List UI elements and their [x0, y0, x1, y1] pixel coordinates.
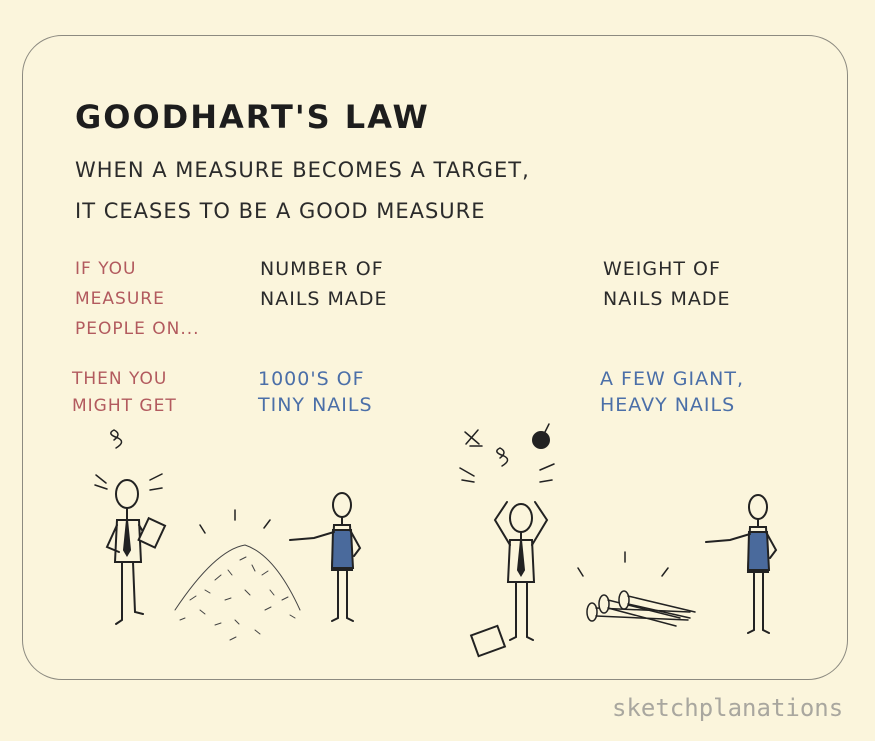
watermark: sketchplanations: [612, 694, 844, 722]
subtitle-line-1: When a measure becomes a target,: [75, 158, 530, 182]
worker-figure-right: [705, 494, 778, 634]
result-label: Then you might get: [72, 369, 177, 416]
column-2-result: A few giant, heavy nails: [600, 368, 744, 416]
tiny-nails-pile: [174, 509, 301, 641]
worker-figure-left: [289, 492, 362, 622]
subtitle-line-2: it ceases to be a good measure: [75, 199, 486, 223]
manager-figure-left: [94, 429, 167, 625]
manager-figure-right: [459, 423, 555, 658]
giant-nails: [577, 551, 696, 627]
column-1-measure: Number of nails made: [260, 258, 388, 310]
card-border: [22, 35, 848, 680]
column-2-measure: Weight of nails made: [603, 258, 731, 310]
page-title: Goodhart's Law: [75, 98, 430, 136]
column-1-result: 1000's of tiny nails: [258, 368, 373, 416]
measure-label: If you measure people on...: [75, 259, 200, 339]
